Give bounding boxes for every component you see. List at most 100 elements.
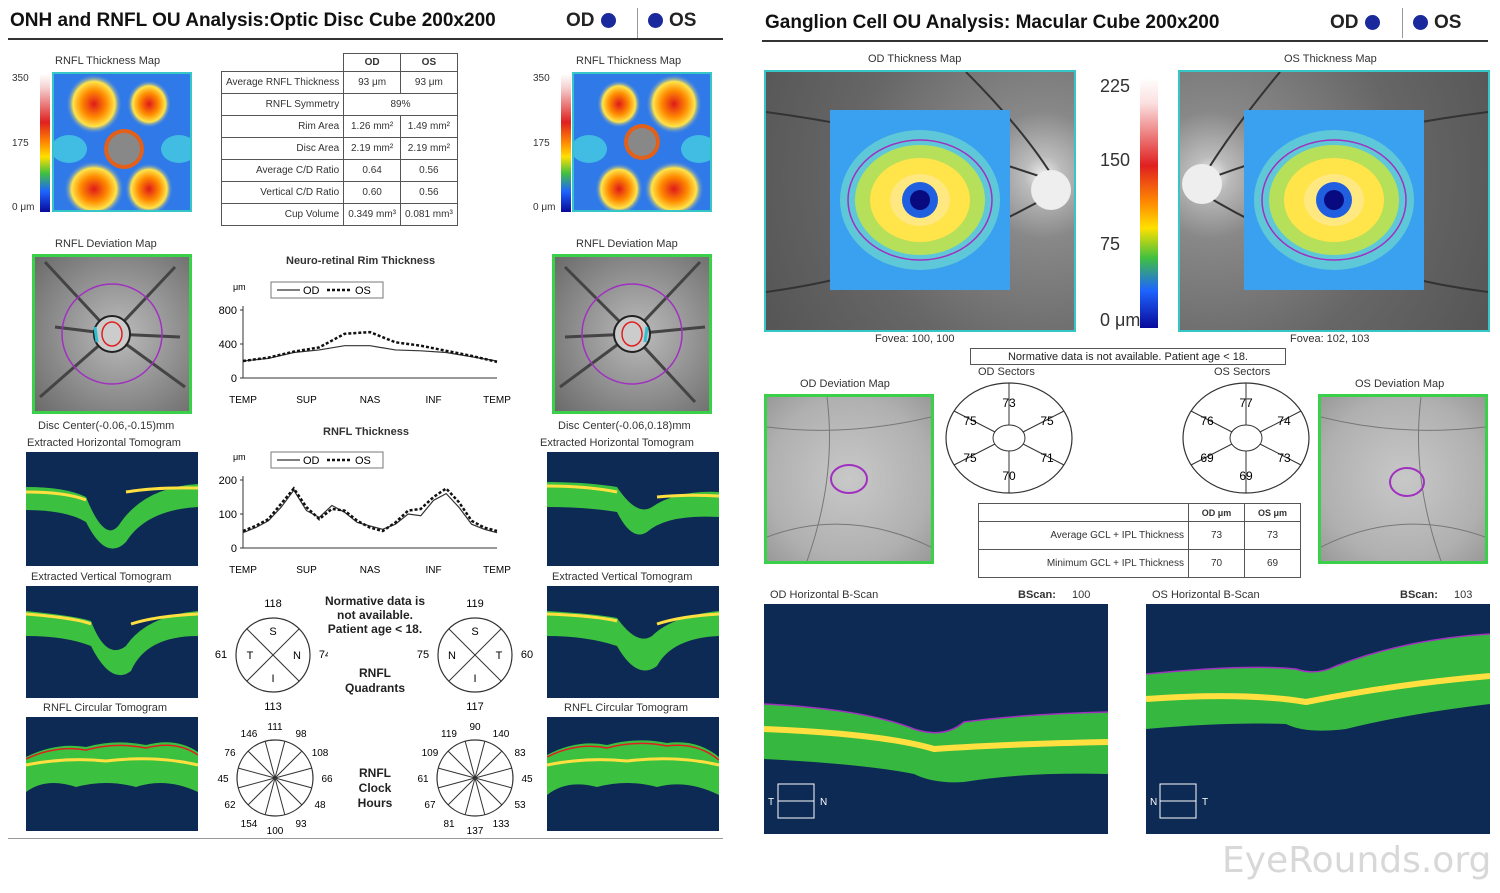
series-line-od	[242, 489, 498, 534]
x-tick-label: TEMP	[229, 395, 257, 406]
rim-chart-title: Neuro-retinal Rim Thickness	[286, 255, 436, 267]
series-line-os	[242, 330, 498, 364]
od-clock-divider	[238, 777, 276, 789]
gcl-color-scale	[1140, 78, 1158, 328]
os-clock-divider	[474, 777, 503, 806]
x-tick-label: TEMP	[229, 565, 257, 576]
od-sector-upper-right: 75	[1040, 414, 1054, 428]
os-horizontal-tomogram-title: Extracted Horizontal Tomogram	[540, 437, 694, 449]
od-sector-upper-left: 75	[963, 414, 977, 428]
gcl-row-label: Minimum GCL + IPL Thickness	[978, 549, 1189, 578]
os-quad-letter-i: I	[473, 673, 476, 685]
od-quadrant-circle: S I T N 118 113 61 74	[215, 598, 331, 713]
quadrants-label-line: Quadrants	[344, 681, 405, 695]
od-clock-divider	[274, 777, 303, 806]
gcl-scale-tick-150: 150	[1100, 150, 1131, 170]
right-od-label: OD	[1330, 12, 1359, 33]
row-os: 0.081 mm³	[400, 203, 458, 226]
clock-label-line: Hours	[357, 796, 393, 810]
os-dot-icon	[648, 13, 663, 28]
os-quad-letter-t: T	[496, 650, 503, 662]
table-row: Average C/D Ratio 0.64 0.56	[220, 159, 458, 182]
od-clock-value: 100	[267, 826, 284, 837]
od-clock-outline	[236, 739, 314, 817]
od-gcl-deviation-title: OD Deviation Map	[800, 378, 890, 390]
os-clock-divider	[464, 741, 476, 779]
y-tick-label: 0	[231, 543, 237, 555]
os-clock-divider	[474, 741, 486, 779]
od-rnfl-map-title: RNFL Thickness Map	[55, 55, 161, 67]
legend-box	[270, 281, 384, 299]
os-horizontal-tomogram	[547, 452, 719, 566]
table-row: RNFL Symmetry 89%	[220, 93, 458, 116]
table-row: Cup Volume 0.349 mm³ 0.081 mm³	[220, 203, 458, 226]
right-header-rule	[762, 40, 1488, 42]
left-od-label: OD	[566, 10, 595, 31]
os-sector-top: 77	[1239, 396, 1253, 410]
os-circular-tomogram	[547, 717, 719, 831]
od-clock-hours-diagram: 111 98 108 66 48 93 100 154 62 45 76 146	[217, 722, 333, 837]
os-quad-letter-s: S	[471, 626, 478, 638]
od-fovea-coords: Fovea: 100, 100	[875, 333, 955, 345]
os-quad-letter-n: N	[448, 650, 456, 662]
os-clock-divider	[447, 750, 476, 779]
right-report-title: Ganglion Cell OU Analysis: Macular Cube …	[765, 12, 1220, 33]
od-rnfl-deviation-title: RNFL Deviation Map	[55, 238, 157, 250]
os-gcl-thickness-map	[1178, 70, 1490, 332]
os-rnfl-map-title: RNFL Thickness Map	[576, 55, 682, 67]
row-label: Vertical C/D Ratio	[220, 181, 345, 204]
legend-os-label: OS	[355, 285, 371, 297]
os-clock-divider	[474, 777, 512, 789]
quadrants-label-line: RNFL	[359, 666, 391, 680]
os-vertical-tomogram-title: Extracted Vertical Tomogram	[552, 571, 693, 583]
legend-od-label: OD	[303, 285, 320, 297]
od-gcl-thickness-map	[764, 70, 1076, 332]
y-tick-label: 0	[231, 373, 237, 385]
os-sector-lower-left: 69	[1200, 451, 1214, 465]
gcl-header-od: OD μm	[1188, 503, 1245, 522]
row-od: 0.60	[343, 181, 401, 204]
od-scale-tick-high: 350	[12, 73, 29, 84]
od-clock-divider	[247, 750, 276, 779]
row-label: Cup Volume	[220, 203, 345, 226]
os-clock-value: 67	[424, 800, 436, 811]
od-rnfl-color-scale	[40, 74, 50, 212]
od-clock-divider	[274, 750, 303, 779]
od-vertical-tomogram	[26, 586, 198, 698]
gcl-scale-tick-75: 75	[1100, 234, 1121, 254]
clock-hours-label: RNFL Clock Hours	[335, 766, 415, 811]
os-clock-divider	[447, 777, 476, 806]
os-clock-outline	[436, 739, 514, 817]
row-os: 1.49 mm²	[400, 115, 458, 138]
right-os-tag: OS	[1413, 12, 1461, 34]
od-sector-lower-right: 71	[1040, 451, 1054, 465]
os-gcl-deviation-map	[1318, 394, 1488, 564]
os-clock-value: 133	[493, 819, 510, 830]
gcl-header-blank	[978, 503, 1189, 522]
od-gcl-sectors: 73 75 71 70 75 75	[945, 382, 1073, 494]
os-gcl-thickness-title: OS Thickness Map	[1284, 53, 1377, 65]
row-label: Average C/D Ratio	[220, 159, 345, 182]
os-quadrant-circle: S I N T 119 117 75 60	[417, 598, 533, 713]
od-clock-value: 66	[321, 774, 333, 785]
od-quad-value-n: 74	[319, 649, 328, 661]
od-gcl-thickness-title: OD Thickness Map	[868, 53, 962, 65]
gcl-scale-tick-225: 225	[1100, 76, 1131, 96]
left-tag-divider	[637, 8, 638, 38]
os-gcl-sectors: 77 74 73 69 69 76	[1182, 382, 1310, 494]
legend-box	[270, 451, 384, 469]
row-od: 0.349 mm³	[343, 203, 401, 226]
note-line: Normative data is	[324, 594, 426, 608]
os-bscan-title: OS Horizontal B-Scan	[1152, 589, 1260, 601]
left-os-tag: OS	[648, 10, 696, 32]
os-clock-divider	[474, 750, 503, 779]
x-tick-label: NAS	[360, 395, 381, 406]
os-quad-value-i: 117	[466, 701, 484, 713]
left-header-rule	[8, 38, 723, 40]
od-quad-value-i: 113	[264, 701, 282, 713]
os-clock-value: 81	[443, 819, 455, 830]
table-row: Average GCL + IPL Thickness 73 73	[978, 521, 1301, 550]
os-quad-value-n: 75	[417, 649, 429, 661]
gcl-table-header-row: OD μm OS μm	[978, 503, 1301, 522]
